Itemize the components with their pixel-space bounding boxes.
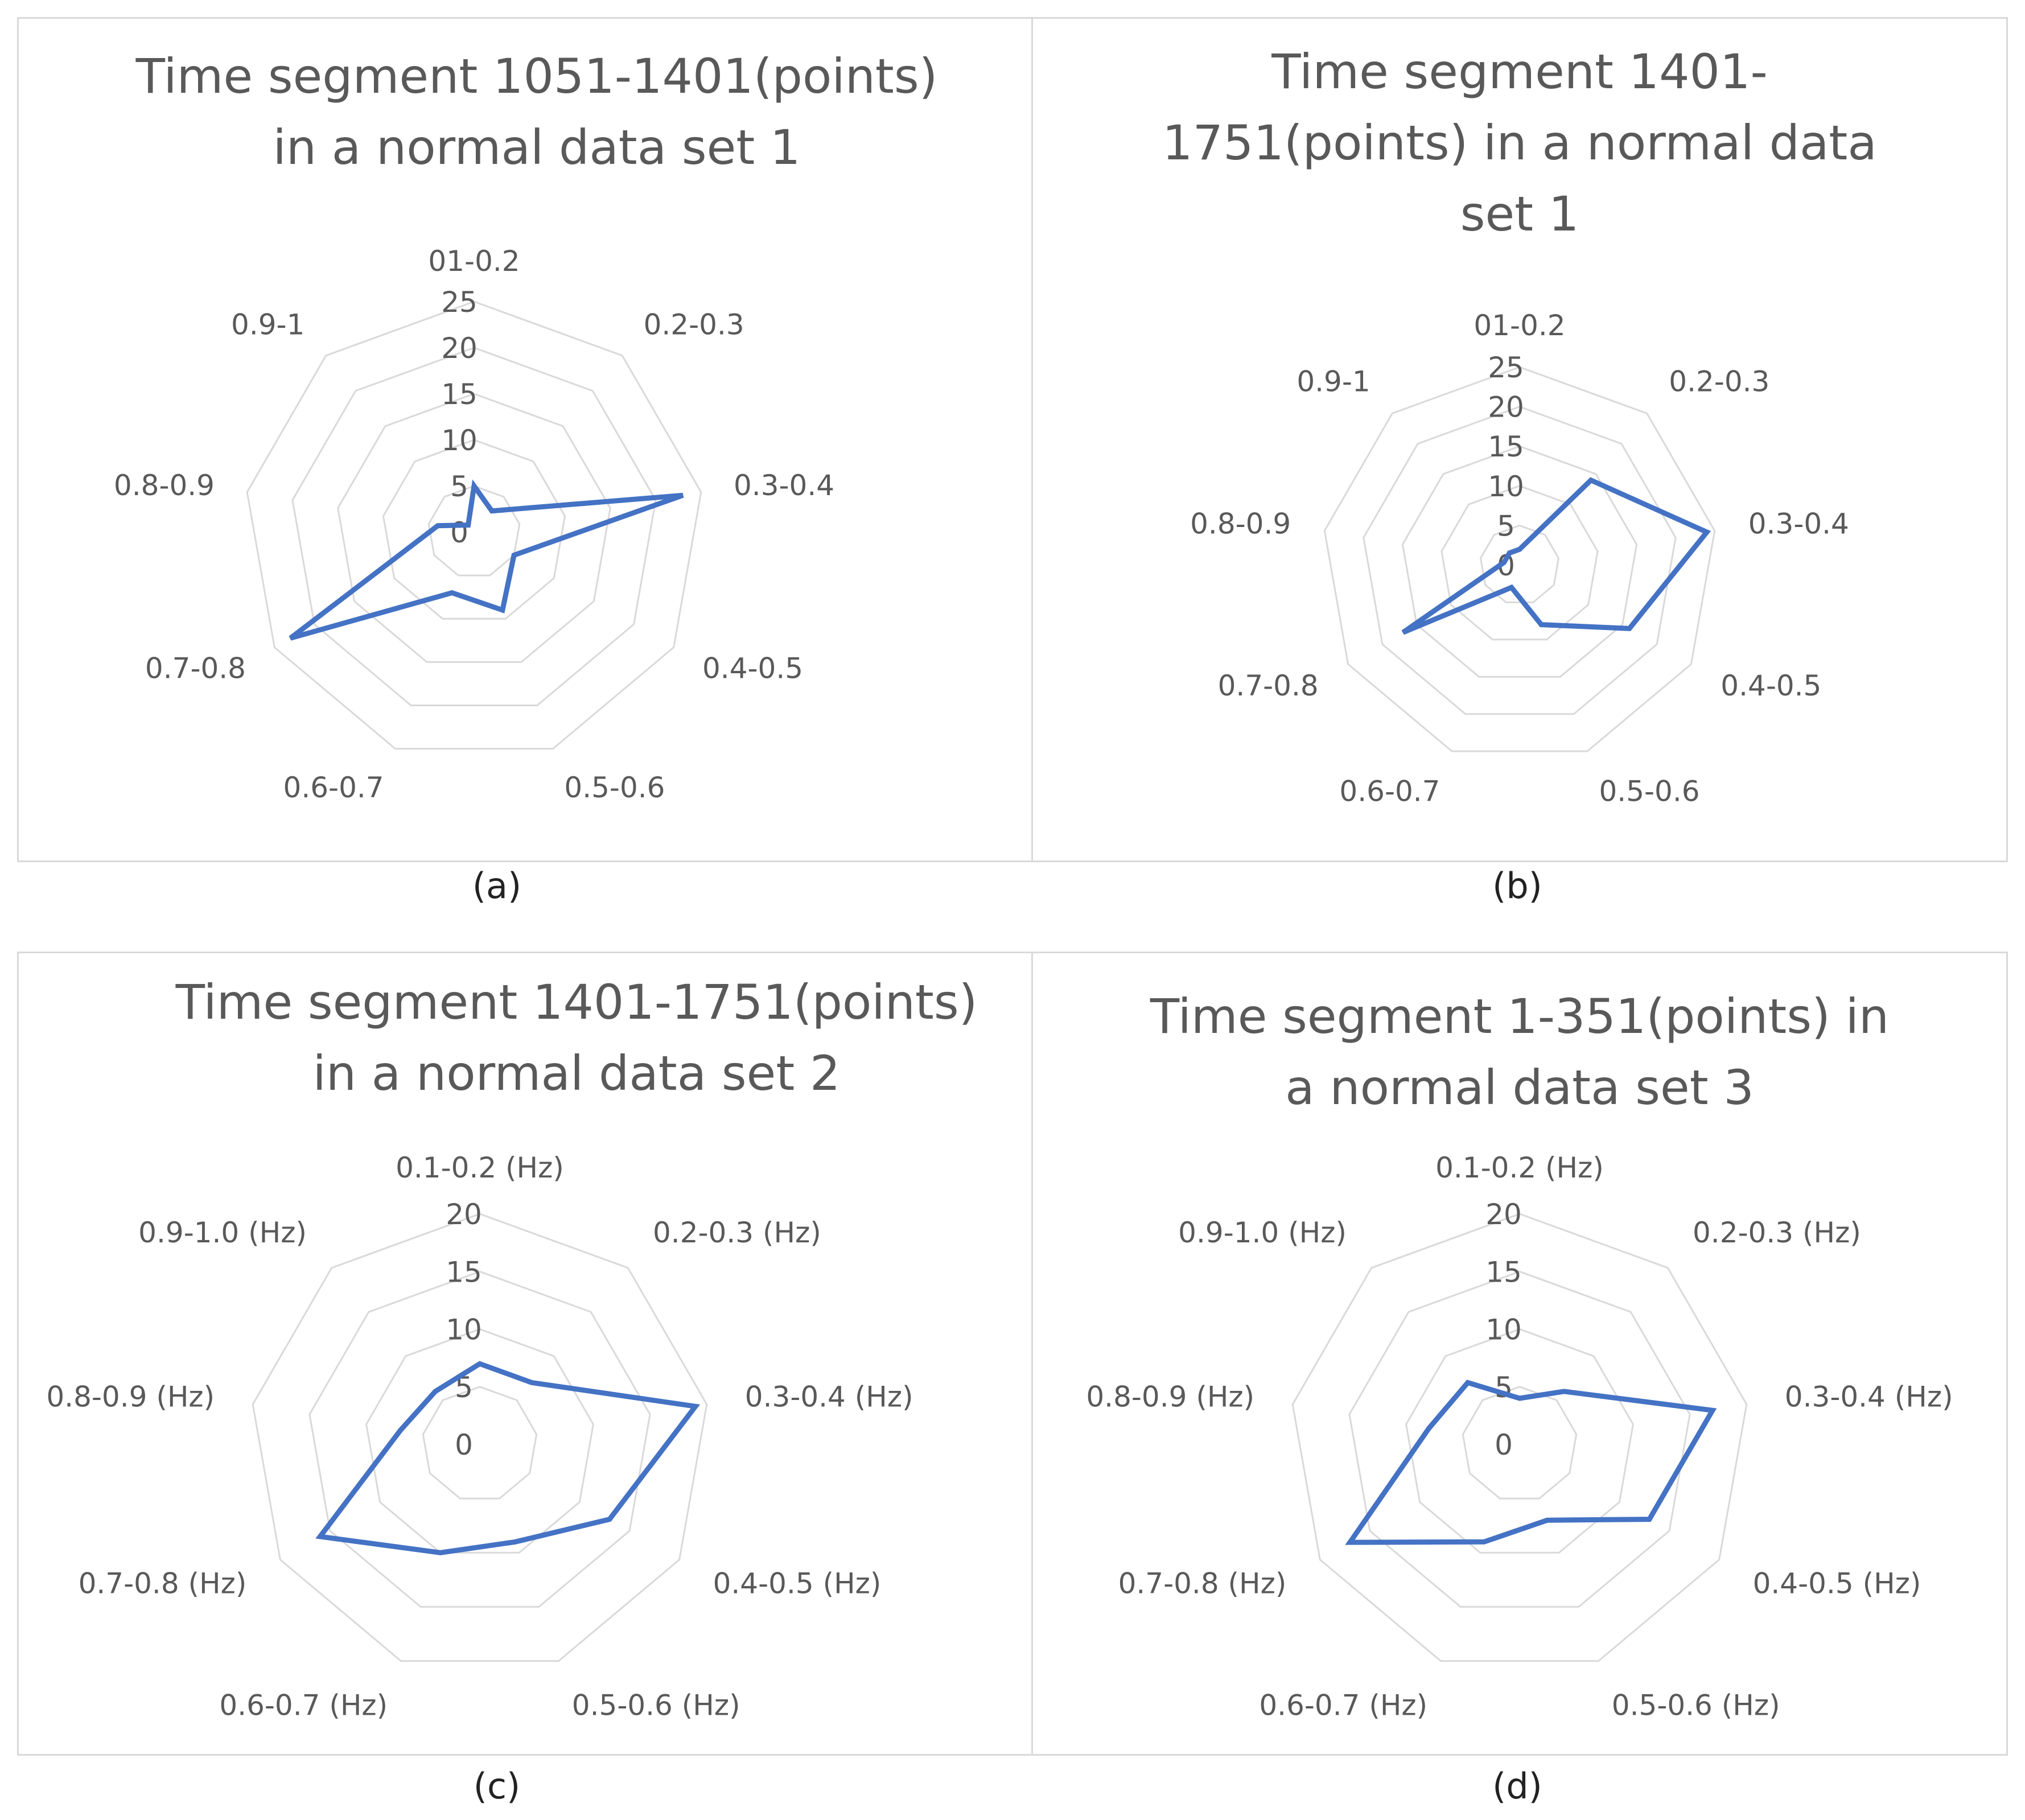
grid-ring-b-2	[1440, 485, 1599, 641]
tick-label-a-2: 10	[441, 424, 478, 457]
tick-label-b-3: 15	[1488, 430, 1524, 463]
tick-label-c-3: 15	[446, 1255, 482, 1288]
sublabel-a: (a)	[472, 865, 522, 907]
category-label-a-6: 0.7-0.8	[145, 652, 246, 685]
category-label-d-4: 0.5-0.6 (Hz)	[1612, 1689, 1780, 1722]
category-label-c-1: 0.2-0.3 (Hz)	[653, 1216, 821, 1249]
category-label-b-1: 0.2-0.3	[1669, 365, 1769, 398]
grid-ring-b-3	[1401, 445, 1638, 678]
grid-ring-c-1	[422, 1386, 538, 1500]
chart-title-line-b-2: set 1	[1460, 186, 1579, 242]
category-label-d-7: 0.8-0.9 (Hz)	[1086, 1380, 1254, 1413]
category-label-c-5: 0.6-0.7 (Hz)	[219, 1689, 388, 1722]
radar-chart-c: Time segment 1401-1751(points) in a norma…	[46, 974, 978, 1722]
chart-panel-c: Time segment 1401-1751(points) in a norma…	[17, 952, 1033, 1756]
grid-ring-c-3	[308, 1270, 651, 1608]
category-label-c-7: 0.8-0.9 (Hz)	[46, 1380, 215, 1413]
category-label-a-1: 0.2-0.3	[644, 308, 744, 341]
chart-title-line-a-0: Time segment 1051-1401(points)	[135, 48, 938, 104]
sublabel-c: (c)	[473, 1765, 521, 1807]
category-label-a-0: 01-0.2	[428, 245, 520, 278]
category-label-d-2: 0.3-0.4 (Hz)	[1785, 1380, 1953, 1413]
category-label-b-8: 0.9-1	[1297, 365, 1370, 398]
tick-label-c-4: 20	[446, 1198, 482, 1231]
category-label-d-3: 0.4-0.5 (Hz)	[1753, 1567, 1921, 1600]
series-line-b-0	[1401, 477, 1711, 635]
category-label-c-2: 0.3-0.4 (Hz)	[745, 1380, 913, 1413]
tick-label-b-4: 20	[1488, 391, 1524, 424]
category-label-b-5: 0.6-0.7	[1339, 775, 1440, 808]
tick-label-d-0: 0	[1495, 1428, 1513, 1461]
category-label-b-4: 0.5-0.6	[1599, 775, 1700, 808]
tick-label-c-0: 0	[455, 1428, 473, 1461]
category-label-b-2: 0.3-0.4	[1748, 508, 1849, 541]
sublabel-b: (b)	[1492, 865, 1542, 907]
category-label-d-5: 0.6-0.7 (Hz)	[1259, 1689, 1427, 1722]
tick-label-d-2: 10	[1485, 1313, 1522, 1347]
category-label-b-0: 01-0.2	[1474, 309, 1565, 342]
grid-ring-d-2	[1405, 1328, 1634, 1554]
grid-ring-d-3	[1348, 1270, 1691, 1608]
category-label-d-6: 0.7-0.8 (Hz)	[1118, 1567, 1287, 1600]
category-label-a-7: 0.8-0.9	[114, 469, 215, 502]
tick-label-d-1: 5	[1495, 1371, 1513, 1404]
tick-label-d-4: 20	[1485, 1198, 1522, 1231]
category-label-b-6: 0.7-0.8	[1218, 669, 1319, 702]
category-label-a-8: 0.9-1	[231, 308, 304, 341]
tick-label-a-5: 25	[441, 286, 478, 319]
chart-title-line-c-0: Time segment 1401-1751(points)	[175, 974, 978, 1030]
grid-ring-c-4	[252, 1213, 708, 1662]
grid-ring-b-5	[1323, 366, 1716, 752]
chart-title-line-d-0: Time segment 1-351(points) in	[1150, 989, 1889, 1044]
chart-title-line-d-1: a normal data set 3	[1285, 1060, 1754, 1115]
grid-ring-b-1	[1479, 524, 1560, 603]
category-label-d-1: 0.2-0.3 (Hz)	[1693, 1216, 1861, 1249]
chart-panel-d: Time segment 1-351(points) in a normal da…	[1031, 952, 2008, 1756]
chart-title-line-a-1: in a normal data set 1	[273, 120, 801, 175]
radar-chart-a: Time segment 1051-1401(points) in a norma…	[114, 48, 938, 804]
category-label-c-0: 0.1-0.2 (Hz)	[396, 1151, 564, 1184]
radar-chart-b: Time segment 1401- 1751(points) in a norm…	[1162, 44, 1877, 808]
tick-label-b-2: 10	[1488, 470, 1524, 503]
chart-title-line-b-0: Time segment 1401-	[1271, 44, 1768, 100]
series-line-a-0	[289, 479, 684, 641]
tick-label-a-3: 15	[441, 378, 478, 411]
radar-chart-d: Time segment 1-351(points) in a normal da…	[1086, 989, 1953, 1722]
category-label-d-0: 0.1-0.2 (Hz)	[1435, 1151, 1604, 1184]
category-label-c-8: 0.9-1.0 (Hz)	[138, 1216, 307, 1249]
category-label-b-3: 0.4-0.5	[1721, 669, 1821, 702]
sublabel-d: (d)	[1492, 1765, 1542, 1807]
category-label-a-2: 0.3-0.4	[734, 469, 834, 502]
tick-label-d-3: 15	[1485, 1255, 1522, 1288]
category-label-c-4: 0.5-0.6 (Hz)	[572, 1689, 740, 1722]
tick-label-a-4: 20	[441, 332, 478, 365]
tick-label-a-0: 0	[450, 516, 468, 549]
grid-ring-a-2	[382, 439, 566, 620]
category-label-b-7: 0.8-0.9	[1190, 508, 1291, 541]
series-line-c-0	[315, 1361, 701, 1555]
category-label-a-5: 0.6-0.7	[283, 771, 384, 804]
grid-ring-a-4	[291, 347, 657, 706]
category-label-a-4: 0.5-0.6	[564, 771, 665, 804]
grid-ring-d-4	[1291, 1213, 1748, 1662]
chart-panel-a: Time segment 1051-1401(points) in a norma…	[17, 17, 1033, 862]
category-label-a-3: 0.4-0.5	[702, 652, 803, 685]
category-label-d-8: 0.9-1.0 (Hz)	[1178, 1216, 1347, 1249]
category-label-c-3: 0.4-0.5 (Hz)	[713, 1567, 882, 1600]
category-label-c-6: 0.7-0.8 (Hz)	[79, 1567, 247, 1600]
chart-panel-b: Time segment 1401- 1751(points) in a norm…	[1031, 17, 2008, 862]
tick-label-a-1: 5	[450, 470, 468, 503]
chart-title-line-c-1: in a normal data set 2	[313, 1045, 841, 1101]
grid-ring-a-5	[246, 300, 702, 750]
grid-ring-a-3	[337, 393, 611, 663]
tick-label-b-1: 5	[1497, 509, 1515, 542]
grid-ring-d-1	[1462, 1386, 1578, 1500]
series-line-d-0	[1345, 1380, 1717, 1545]
grid-ring-b-4	[1363, 406, 1677, 715]
chart-title-line-b-1: 1751(points) in a normal data	[1162, 115, 1877, 171]
tick-label-c-2: 10	[446, 1313, 482, 1347]
tick-label-b-5: 25	[1488, 351, 1524, 384]
